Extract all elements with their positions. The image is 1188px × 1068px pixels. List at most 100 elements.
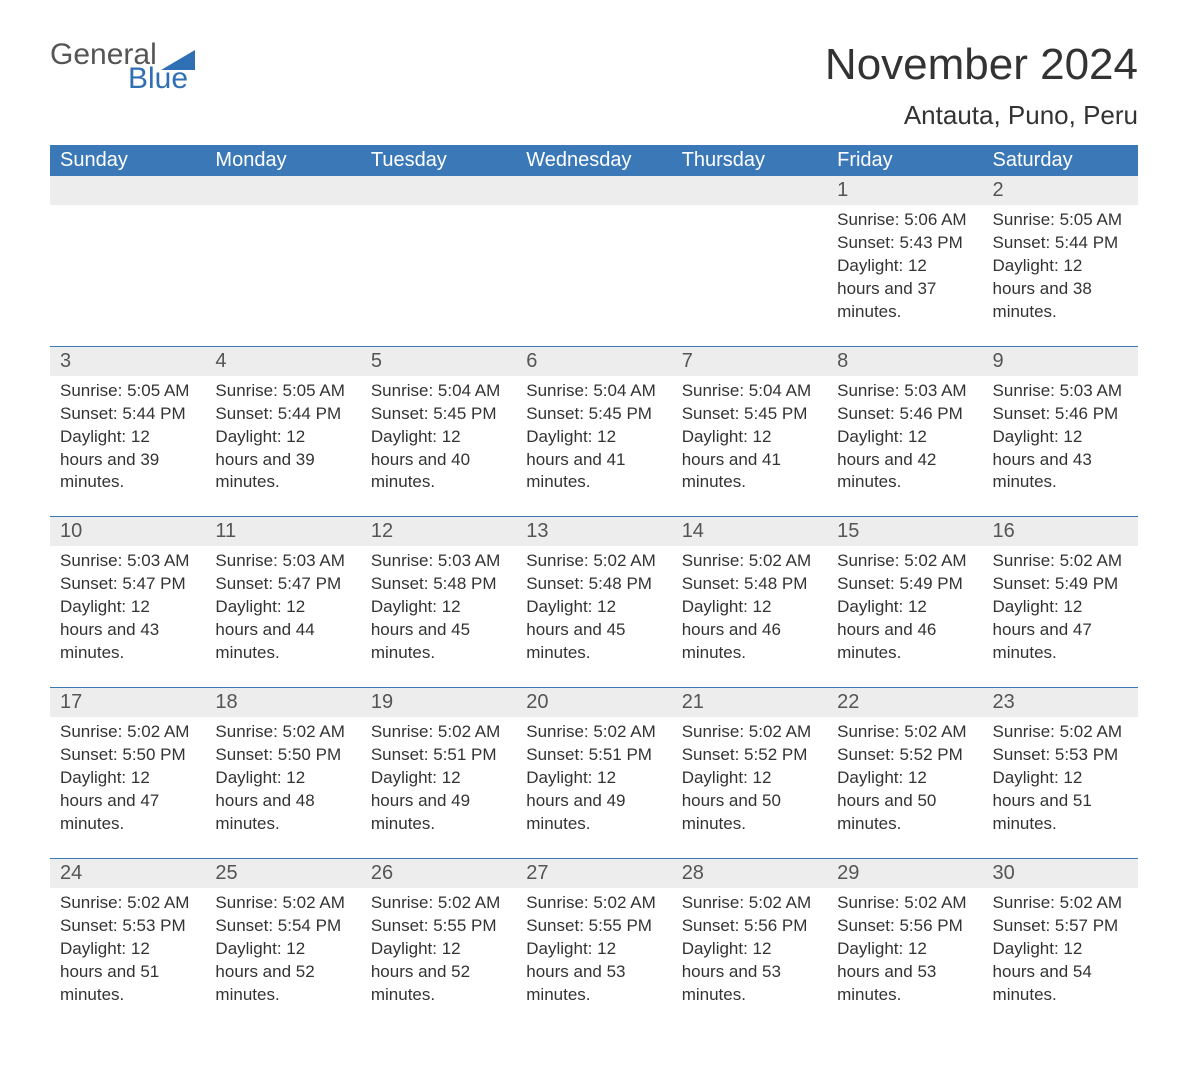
calendar-day-cell: [205, 176, 360, 346]
day-details: Sunrise: 5:02 AMSunset: 5:54 PMDaylight:…: [205, 888, 360, 1007]
day-number: 24: [50, 859, 205, 888]
calendar-day-cell: 4Sunrise: 5:05 AMSunset: 5:44 PMDaylight…: [205, 346, 360, 517]
sunrise-text: Sunrise: 5:02 AM: [526, 892, 661, 915]
calendar-day-cell: 29Sunrise: 5:02 AMSunset: 5:56 PMDayligh…: [827, 858, 982, 1028]
sunset-text: Sunset: 5:51 PM: [526, 744, 661, 767]
sunrise-text: Sunrise: 5:04 AM: [371, 380, 506, 403]
day-number: 20: [516, 688, 671, 717]
day-details: Sunrise: 5:04 AMSunset: 5:45 PMDaylight:…: [361, 376, 516, 495]
day-number: 14: [672, 517, 827, 546]
calendar-day-cell: 30Sunrise: 5:02 AMSunset: 5:57 PMDayligh…: [983, 858, 1138, 1028]
sunset-text: Sunset: 5:53 PM: [993, 744, 1128, 767]
daylight-text: Daylight: 12 hours and 41 minutes.: [682, 426, 817, 495]
header: General Blue November 2024: [50, 40, 1138, 94]
day-details: Sunrise: 5:02 AMSunset: 5:56 PMDaylight:…: [672, 888, 827, 1007]
day-details: Sunrise: 5:02 AMSunset: 5:50 PMDaylight:…: [50, 717, 205, 836]
calendar-table: SundayMondayTuesdayWednesdayThursdayFrid…: [50, 145, 1138, 1028]
daylight-text: Daylight: 12 hours and 52 minutes.: [371, 938, 506, 1007]
sunset-text: Sunset: 5:47 PM: [60, 573, 195, 596]
day-number: 12: [361, 517, 516, 546]
calendar-week-row: 24Sunrise: 5:02 AMSunset: 5:53 PMDayligh…: [50, 858, 1138, 1028]
daylight-text: Daylight: 12 hours and 44 minutes.: [215, 596, 350, 665]
calendar-day-cell: 1Sunrise: 5:06 AMSunset: 5:43 PMDaylight…: [827, 176, 982, 346]
sunrise-text: Sunrise: 5:05 AM: [60, 380, 195, 403]
day-number: 23: [983, 688, 1138, 717]
daylight-text: Daylight: 12 hours and 53 minutes.: [526, 938, 661, 1007]
sunrise-text: Sunrise: 5:03 AM: [60, 550, 195, 573]
daylight-text: Daylight: 12 hours and 54 minutes.: [993, 938, 1128, 1007]
calendar-day-cell: 8Sunrise: 5:03 AMSunset: 5:46 PMDaylight…: [827, 346, 982, 517]
day-number: 19: [361, 688, 516, 717]
sunrise-text: Sunrise: 5:02 AM: [837, 892, 972, 915]
calendar-day-cell: 18Sunrise: 5:02 AMSunset: 5:50 PMDayligh…: [205, 688, 360, 859]
day-number: 6: [516, 347, 671, 376]
day-number: 3: [50, 347, 205, 376]
calendar-day-cell: 6Sunrise: 5:04 AMSunset: 5:45 PMDaylight…: [516, 346, 671, 517]
sunset-text: Sunset: 5:53 PM: [60, 915, 195, 938]
day-number: 2: [983, 176, 1138, 205]
day-number: 18: [205, 688, 360, 717]
daylight-text: Daylight: 12 hours and 51 minutes.: [60, 938, 195, 1007]
sunset-text: Sunset: 5:44 PM: [993, 232, 1128, 255]
day-number: 10: [50, 517, 205, 546]
calendar-day-cell: 2Sunrise: 5:05 AMSunset: 5:44 PMDaylight…: [983, 176, 1138, 346]
sunrise-text: Sunrise: 5:02 AM: [682, 721, 817, 744]
day-number: [516, 176, 671, 205]
calendar-day-cell: [672, 176, 827, 346]
location-text: Antauta, Puno, Peru: [50, 100, 1138, 131]
sunrise-text: Sunrise: 5:02 AM: [60, 721, 195, 744]
day-details: Sunrise: 5:05 AMSunset: 5:44 PMDaylight:…: [50, 376, 205, 495]
day-details: Sunrise: 5:04 AMSunset: 5:45 PMDaylight:…: [672, 376, 827, 495]
sunset-text: Sunset: 5:55 PM: [526, 915, 661, 938]
sunset-text: Sunset: 5:57 PM: [993, 915, 1128, 938]
day-details: Sunrise: 5:03 AMSunset: 5:48 PMDaylight:…: [361, 546, 516, 665]
daylight-text: Daylight: 12 hours and 47 minutes.: [60, 767, 195, 836]
sunset-text: Sunset: 5:52 PM: [682, 744, 817, 767]
daylight-text: Daylight: 12 hours and 43 minutes.: [993, 426, 1128, 495]
calendar-day-cell: 13Sunrise: 5:02 AMSunset: 5:48 PMDayligh…: [516, 517, 671, 688]
calendar-week-row: 17Sunrise: 5:02 AMSunset: 5:50 PMDayligh…: [50, 688, 1138, 859]
sunset-text: Sunset: 5:45 PM: [526, 403, 661, 426]
sunset-text: Sunset: 5:43 PM: [837, 232, 972, 255]
day-number: 28: [672, 859, 827, 888]
daylight-text: Daylight: 12 hours and 47 minutes.: [993, 596, 1128, 665]
calendar-day-cell: 27Sunrise: 5:02 AMSunset: 5:55 PMDayligh…: [516, 858, 671, 1028]
day-number: 22: [827, 688, 982, 717]
calendar-header-row: SundayMondayTuesdayWednesdayThursdayFrid…: [50, 145, 1138, 176]
day-details: Sunrise: 5:03 AMSunset: 5:47 PMDaylight:…: [205, 546, 360, 665]
sunrise-text: Sunrise: 5:02 AM: [993, 550, 1128, 573]
sunset-text: Sunset: 5:45 PM: [371, 403, 506, 426]
daylight-text: Daylight: 12 hours and 51 minutes.: [993, 767, 1128, 836]
daylight-text: Daylight: 12 hours and 46 minutes.: [682, 596, 817, 665]
daylight-text: Daylight: 12 hours and 53 minutes.: [837, 938, 972, 1007]
day-number: 8: [827, 347, 982, 376]
calendar-week-row: 1Sunrise: 5:06 AMSunset: 5:43 PMDaylight…: [50, 176, 1138, 346]
day-number: 13: [516, 517, 671, 546]
sunrise-text: Sunrise: 5:02 AM: [371, 721, 506, 744]
calendar-week-row: 10Sunrise: 5:03 AMSunset: 5:47 PMDayligh…: [50, 517, 1138, 688]
sunset-text: Sunset: 5:49 PM: [993, 573, 1128, 596]
day-details: Sunrise: 5:02 AMSunset: 5:49 PMDaylight:…: [827, 546, 982, 665]
calendar-day-cell: 23Sunrise: 5:02 AMSunset: 5:53 PMDayligh…: [983, 688, 1138, 859]
sunrise-text: Sunrise: 5:02 AM: [526, 721, 661, 744]
calendar-day-cell: 11Sunrise: 5:03 AMSunset: 5:47 PMDayligh…: [205, 517, 360, 688]
page-title: November 2024: [825, 40, 1138, 90]
daylight-text: Daylight: 12 hours and 41 minutes.: [526, 426, 661, 495]
day-details: Sunrise: 5:02 AMSunset: 5:55 PMDaylight:…: [361, 888, 516, 1007]
daylight-text: Daylight: 12 hours and 48 minutes.: [215, 767, 350, 836]
day-number: 1: [827, 176, 982, 205]
calendar-header-cell: Thursday: [672, 145, 827, 176]
day-details: Sunrise: 5:03 AMSunset: 5:46 PMDaylight:…: [983, 376, 1138, 495]
day-number: [672, 176, 827, 205]
sunset-text: Sunset: 5:48 PM: [371, 573, 506, 596]
sunrise-text: Sunrise: 5:02 AM: [837, 550, 972, 573]
sunrise-text: Sunrise: 5:02 AM: [526, 550, 661, 573]
sunrise-text: Sunrise: 5:04 AM: [682, 380, 817, 403]
day-number: 29: [827, 859, 982, 888]
sunset-text: Sunset: 5:47 PM: [215, 573, 350, 596]
day-number: [361, 176, 516, 205]
calendar-day-cell: [50, 176, 205, 346]
day-number: 15: [827, 517, 982, 546]
calendar-day-cell: 19Sunrise: 5:02 AMSunset: 5:51 PMDayligh…: [361, 688, 516, 859]
day-number: 25: [205, 859, 360, 888]
